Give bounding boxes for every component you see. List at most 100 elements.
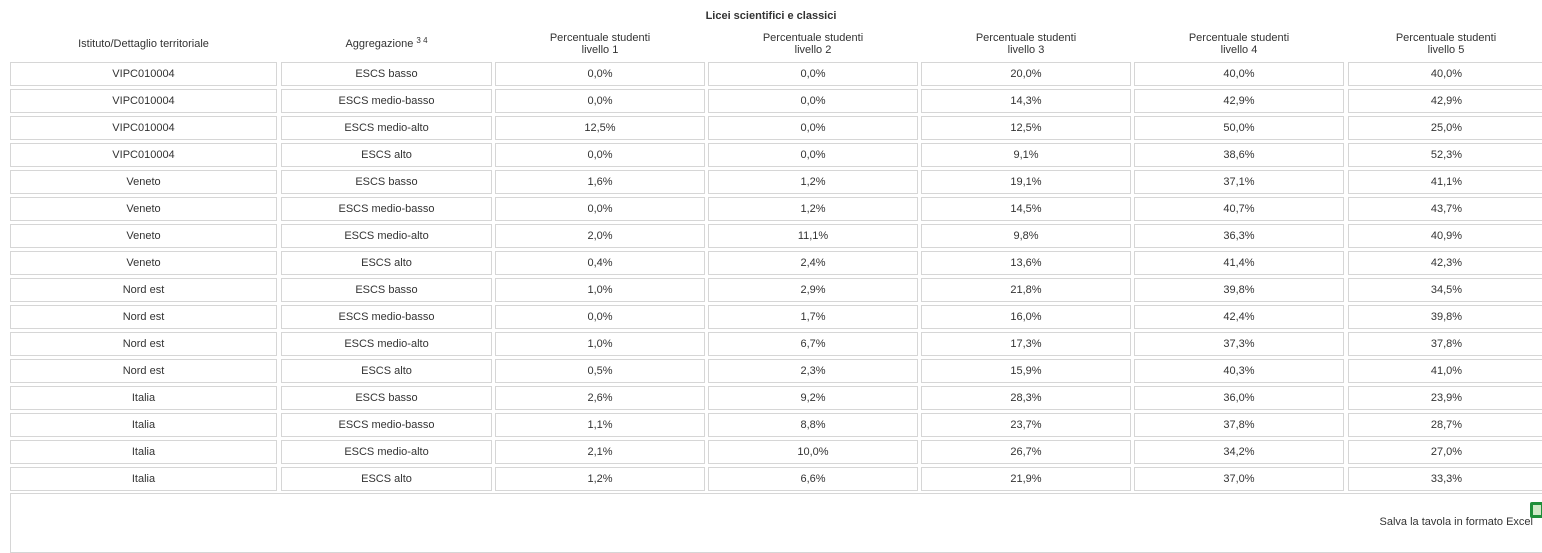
header-line: Aggregazione 3 4 [281, 36, 492, 51]
table-cell: ESCS medio-basso [281, 305, 492, 329]
column-header: Aggregazione 3 4 [281, 36, 492, 51]
table-cell: 23,9% [1348, 386, 1542, 410]
table-cell: 0,0% [495, 89, 705, 113]
header-text: Aggregazione [345, 38, 414, 50]
table-cell: 41,1% [1348, 170, 1542, 194]
header-line: Percentuale studenti [495, 32, 705, 44]
table-cell: 1,2% [708, 170, 918, 194]
column-header: Percentuale studenti livello 4 [1134, 32, 1344, 56]
table-cell: 0,0% [495, 197, 705, 221]
column-header: Percentuale studenti livello 1 [495, 32, 705, 56]
table-cell: VIPC010004 [10, 89, 277, 113]
table-cell: 1,7% [708, 305, 918, 329]
table-cell: 33,3% [1348, 467, 1542, 491]
table-cell: 2,9% [708, 278, 918, 302]
excel-icon[interactable] [1530, 502, 1542, 518]
header-line: livello 2 [708, 44, 918, 56]
table-cell: 2,0% [495, 224, 705, 248]
table-cell: 40,7% [1134, 197, 1344, 221]
table-cell: 17,3% [921, 332, 1131, 356]
table-cell: 21,8% [921, 278, 1131, 302]
table-cell: 19,1% [921, 170, 1131, 194]
table-cell: ESCS basso [281, 62, 492, 86]
table-cell: 13,6% [921, 251, 1131, 275]
table-cell: Italia [10, 386, 277, 410]
header-footnote: 3 4 [416, 36, 428, 45]
table-cell: 15,9% [921, 359, 1131, 383]
header-line: Percentuale studenti [921, 32, 1131, 44]
table-cell: ESCS medio-alto [281, 224, 492, 248]
table-cell: 39,8% [1348, 305, 1542, 329]
header-line: Istituto/Dettaglio territoriale [10, 38, 277, 50]
table-cell: Veneto [10, 224, 277, 248]
table-cell: ESCS basso [281, 386, 492, 410]
table-cell: 1,0% [495, 332, 705, 356]
table-cell: 50,0% [1134, 116, 1344, 140]
table-cell: 28,3% [921, 386, 1131, 410]
table-cell: 37,8% [1348, 332, 1542, 356]
header-line: livello 1 [495, 44, 705, 56]
header-text: Percentuale studenti [549, 32, 651, 44]
table-cell: 2,3% [708, 359, 918, 383]
header-text: livello 2 [794, 44, 832, 56]
table-cell: ESCS medio-basso [281, 89, 492, 113]
header-text: livello 4 [1220, 44, 1258, 56]
table-cell: 9,2% [708, 386, 918, 410]
table-cell: ESCS medio-basso [281, 413, 492, 437]
table-footer: Salva la tavola in formato Excel [10, 493, 1542, 553]
header-text: Percentuale studenti [975, 32, 1077, 44]
table-cell: 39,8% [1134, 278, 1344, 302]
table-cell: 14,5% [921, 197, 1131, 221]
header-text: Percentuale studenti [762, 32, 864, 44]
table-cell: Italia [10, 467, 277, 491]
table-cell: 42,9% [1348, 89, 1542, 113]
table-cell: ESCS alto [281, 143, 492, 167]
table-cell: VIPC010004 [10, 62, 277, 86]
table-cell: 41,4% [1134, 251, 1344, 275]
table-cell: Veneto [10, 170, 277, 194]
table-cell: 20,0% [921, 62, 1131, 86]
table-cell: 6,7% [708, 332, 918, 356]
table-cell: 37,1% [1134, 170, 1344, 194]
table-cell: 42,9% [1134, 89, 1344, 113]
page: Licei scientifici e classici Istituto/De… [10, 10, 1542, 553]
table-cell: 2,1% [495, 440, 705, 464]
table-cell: 6,6% [708, 467, 918, 491]
header-line: livello 3 [921, 44, 1131, 56]
table-cell: ESCS alto [281, 251, 492, 275]
table-cell: 9,1% [921, 143, 1131, 167]
header-line: livello 5 [1348, 44, 1542, 56]
header-text: livello 1 [581, 44, 619, 56]
table-cell: 9,8% [921, 224, 1131, 248]
column-header: Percentuale studenti livello 2 [708, 32, 918, 56]
table-cell: 41,0% [1348, 359, 1542, 383]
table-cell: 27,0% [1348, 440, 1542, 464]
table-cell: Italia [10, 440, 277, 464]
column-header: Percentuale studenti livello 3 [921, 32, 1131, 56]
table-cell: 10,0% [708, 440, 918, 464]
table-cell: 0,4% [495, 251, 705, 275]
table-cell: 16,0% [921, 305, 1131, 329]
header-text: Istituto/Dettaglio territoriale [78, 38, 209, 50]
table-cell: 28,7% [1348, 413, 1542, 437]
table-cell: 1,1% [495, 413, 705, 437]
table-cell: 0,5% [495, 359, 705, 383]
table-cell: Italia [10, 413, 277, 437]
table-cell: 34,2% [1134, 440, 1344, 464]
table-cell: 40,3% [1134, 359, 1344, 383]
table-cell: 8,8% [708, 413, 918, 437]
table-cell: 1,2% [708, 197, 918, 221]
table-cell: 21,9% [921, 467, 1131, 491]
table-cell: ESCS medio-alto [281, 116, 492, 140]
header-text: livello 5 [1427, 44, 1465, 56]
table-cell: 42,4% [1134, 305, 1344, 329]
table-cell: Veneto [10, 197, 277, 221]
table-cell: 0,0% [708, 143, 918, 167]
excel-link[interactable]: Salva la tavola in formato Excel [1379, 516, 1533, 528]
table-cell: 42,3% [1348, 251, 1542, 275]
table-cell: 37,3% [1134, 332, 1344, 356]
table-cell: VIPC010004 [10, 116, 277, 140]
header-line: Percentuale studenti [1348, 32, 1542, 44]
table-cell: 26,7% [921, 440, 1131, 464]
header-text: livello 3 [1007, 44, 1045, 56]
